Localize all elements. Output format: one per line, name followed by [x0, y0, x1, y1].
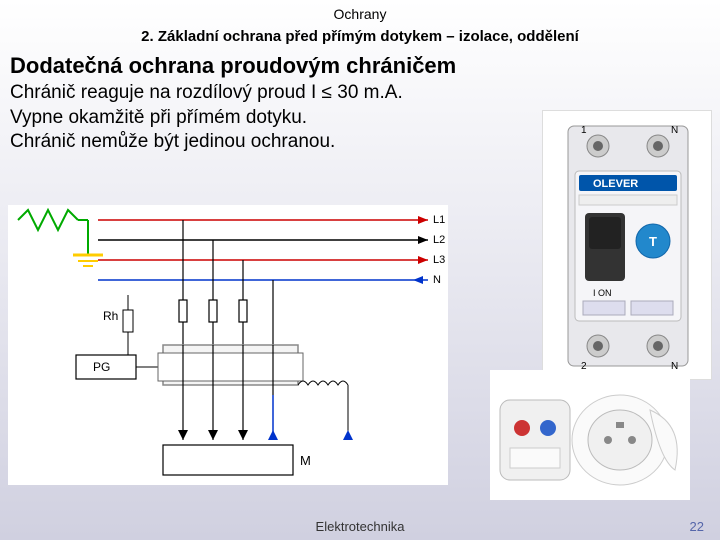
rcd-device-image: 1 N OLEVER I ON T 2 N — [542, 110, 712, 380]
page-number: 22 — [690, 519, 704, 534]
ground-symbol — [18, 210, 103, 266]
test-button-label: T — [649, 234, 657, 249]
footer-center: Elektrotechnika — [316, 519, 405, 534]
footer: Elektrotechnika 22 — [0, 519, 720, 534]
circuit-diagram: L1 L2 L3 N Rh PG M — [8, 205, 448, 485]
terminal-n-top: N — [671, 125, 678, 136]
switch-label: I ON — [593, 288, 612, 298]
label-n: N — [433, 274, 441, 286]
label-l1: L1 — [433, 214, 445, 226]
socket-adapter-image — [490, 370, 690, 500]
page-subtitle: 2. Základní ochrana před přímým dotykem … — [0, 26, 720, 53]
page-header: Ochrany — [0, 0, 720, 26]
label-rh: Rh — [103, 309, 118, 323]
rcd-core — [158, 345, 303, 395]
label-l3: L3 — [433, 254, 445, 266]
main-heading: Dodatečná ochrana proudovým chráničem — [0, 53, 720, 81]
terminal-1: 1 — [581, 125, 587, 136]
motor-block — [163, 445, 293, 475]
brand-label: OLEVER — [593, 178, 638, 190]
body-line-1: Chránič reaguje na rozdílový proud I ≤ 3… — [0, 81, 720, 106]
label-pg: PG — [93, 360, 110, 374]
label-l2: L2 — [433, 234, 445, 246]
label-m: M — [300, 453, 311, 468]
